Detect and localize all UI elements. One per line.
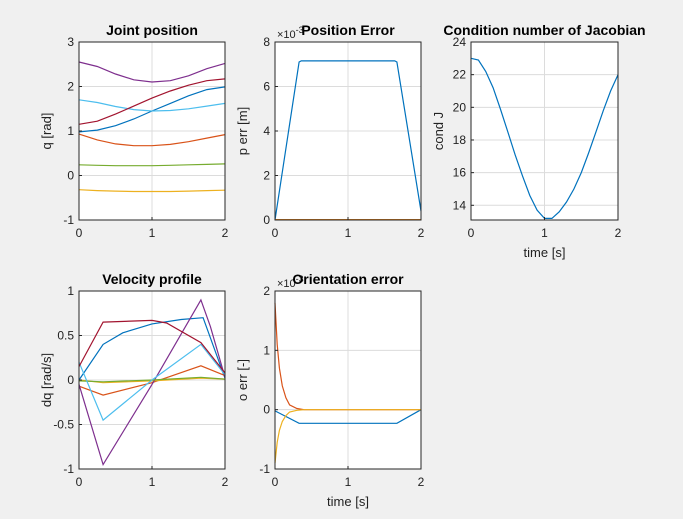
joint-xtick-label: 1 xyxy=(149,226,156,240)
perr-title: Position Error xyxy=(301,22,395,38)
vel-axes: 0 1 2 -1 -0.5 0 0.5 1 Velocity profile dq [rad/s] xyxy=(39,271,229,489)
joint-ylabel: q [rad] xyxy=(39,113,54,150)
perr-ytick-label: 2 xyxy=(263,169,270,183)
cond-ytick-label: 18 xyxy=(453,133,467,147)
oerr-xtick-label: 2 xyxy=(418,475,425,489)
cond-xlabel: time [s] xyxy=(524,245,566,260)
joint-ytick-label: 0 xyxy=(67,169,74,183)
joint-ytick-label: -1 xyxy=(63,213,74,227)
joint-series-4 xyxy=(78,61,226,83)
cond-title: Condition number of Jacobian xyxy=(443,22,645,38)
joint-series-3 xyxy=(78,189,226,193)
cond-ytick-label: 24 xyxy=(453,35,467,49)
oerr-ytick-label: 2 xyxy=(263,284,270,298)
cond-ylabel: cond J xyxy=(431,112,446,150)
vel-ytick-label: 0.5 xyxy=(57,329,74,343)
vel-ytick-label: 1 xyxy=(67,284,74,298)
cond-ytick-label: 20 xyxy=(453,100,467,114)
joint-xtick-label: 0 xyxy=(76,226,83,240)
perr-xtick-label: 1 xyxy=(345,226,352,240)
joint-series-6 xyxy=(78,99,226,112)
joint-series-2 xyxy=(78,133,226,147)
cond-ytick-label: 16 xyxy=(453,166,467,180)
joint-ytick-label: 1 xyxy=(67,124,74,138)
cond-xtick-label: 2 xyxy=(615,226,622,240)
joint-series-5 xyxy=(78,163,226,167)
oerr-title: Orientation error xyxy=(292,271,404,287)
joint-xtick-label: 2 xyxy=(222,226,229,240)
cond-ytick-label: 14 xyxy=(453,198,467,212)
vel-series-1 xyxy=(78,317,226,381)
cond-xtick-label: 1 xyxy=(541,226,548,240)
joint-ytick-label: 2 xyxy=(67,80,74,94)
oerr-ytick-label: -1 xyxy=(259,462,270,476)
vel-title: Velocity profile xyxy=(102,271,202,287)
vel-ytick-label: -0.5 xyxy=(53,418,74,432)
perr-series-1 xyxy=(274,60,422,221)
perr-ytick-label: 0 xyxy=(263,213,270,227)
oerr-series-3 xyxy=(274,409,421,464)
perr-exponent-label: ×10-3 xyxy=(277,25,304,41)
joint-title: Joint position xyxy=(106,22,198,38)
perr-ytick-label: 6 xyxy=(263,80,270,94)
vel-series-7 xyxy=(78,319,226,374)
vel-ylabel: dq [rad/s] xyxy=(39,353,54,407)
cond-xtick-label: 0 xyxy=(468,226,475,240)
vel-xtick-label: 0 xyxy=(76,475,83,489)
vel-ytick-label: 0 xyxy=(67,373,74,387)
oerr-xlabel: time [s] xyxy=(327,494,369,509)
vel-ytick-label: -1 xyxy=(63,462,74,476)
oerr-xtick-label: 1 xyxy=(345,475,352,489)
oerr-ylabel: o err [-] xyxy=(235,359,250,401)
vel-series-6 xyxy=(78,343,226,422)
vel-series-2 xyxy=(78,365,226,396)
joint-ytick-label: 3 xyxy=(67,35,74,49)
oerr-xtick-label: 0 xyxy=(272,475,279,489)
perr-ylabel: p err [m] xyxy=(235,107,250,155)
oerr-ytick-label: 1 xyxy=(263,343,270,357)
perr-xtick-label: 2 xyxy=(418,226,425,240)
vel-series-4 xyxy=(78,298,226,467)
vel-xtick-label: 1 xyxy=(149,475,156,489)
cond-ytick-label: 22 xyxy=(453,68,467,82)
perr-xtick-label: 0 xyxy=(272,226,279,240)
perr-ytick-label: 8 xyxy=(263,35,270,49)
oerr-ytick-label: 0 xyxy=(263,403,270,417)
oerr-series-1 xyxy=(274,409,422,424)
perr-ytick-label: 4 xyxy=(263,124,270,138)
vel-xtick-label: 2 xyxy=(222,475,229,489)
joint-series-7 xyxy=(78,78,226,125)
